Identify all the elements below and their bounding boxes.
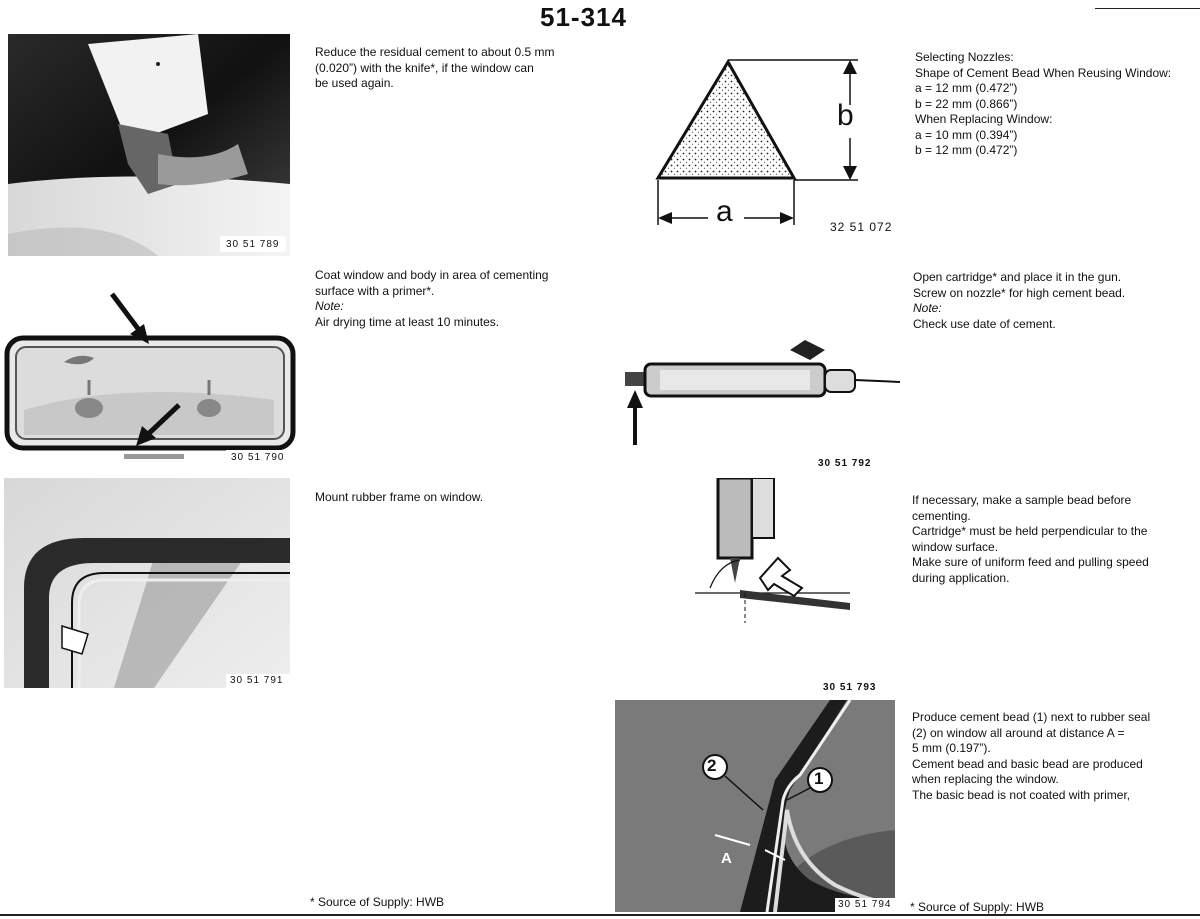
callout-1: 1 xyxy=(814,769,824,788)
dimension-label-b: b xyxy=(837,99,854,132)
text-line: be used again. xyxy=(315,76,394,90)
note-label: Note: xyxy=(913,301,942,315)
diagram-sample-bead xyxy=(690,476,860,623)
text-line: window surface. xyxy=(912,539,999,554)
text-line: (0.020”) with the knife*, if the window … xyxy=(315,60,534,75)
figure-number: 32 51 072 xyxy=(830,220,893,234)
text-line: surface with a primer*. xyxy=(315,283,435,298)
text-line: When Replacing Window: xyxy=(915,112,1053,126)
text-line: cementing. xyxy=(912,508,971,523)
instruction-text-s5: Mount rubber frame on window. xyxy=(315,490,605,506)
photo-knife-residual-cement: 30 51 789 xyxy=(8,34,290,256)
text-line: Produce cement bead (1) next to rubber s… xyxy=(912,710,1151,724)
text-line: Open cartridge* and place it in the gun. xyxy=(913,270,1122,284)
figure-number: 30 51 789 xyxy=(224,239,282,250)
figure-number: 30 51 790 xyxy=(229,452,287,463)
text-line: a = 12 mm (0.472”) xyxy=(915,81,1018,95)
text-line: Mount rubber frame on window. xyxy=(315,490,484,504)
instruction-text-s1: Reduce the residual cement to about 0.5 … xyxy=(315,45,605,92)
callout-2: 2 xyxy=(707,756,717,775)
dimension-label-a: a xyxy=(716,195,733,228)
text-line: If necessary, make a sample bead before xyxy=(912,493,1132,507)
text-line: The basic bead is not coated with primer… xyxy=(912,787,1131,802)
photo-rubber-frame: 30 51 791 xyxy=(4,478,290,688)
figure-number: 30 51 791 xyxy=(228,675,286,686)
text-line: b = 22 mm (0.866”) xyxy=(915,96,1018,111)
text-line: when replacing the window. xyxy=(912,772,1059,786)
text-line: (2) on window all around at distance A = xyxy=(912,725,1125,740)
photo-cement-bead-distance: 2 1 A 30 51 794 xyxy=(615,700,895,912)
figure-number: 30 51 792 xyxy=(818,458,872,469)
text-line: Shape of Cement Bead When Reusing Window… xyxy=(915,65,1172,80)
figure-number: 30 51 793 xyxy=(823,682,877,693)
footnote-right: * Source of Supply: HWB xyxy=(910,900,1045,914)
text-line: Cement bead and basic bead are produced xyxy=(912,756,1143,771)
note-text: Air drying time at least 10 minutes. xyxy=(315,314,500,329)
instruction-text-s2: Selecting Nozzles: Shape of Cement Bead … xyxy=(915,50,1200,159)
text-line: a = 10 mm (0.394”) xyxy=(915,127,1018,142)
diagram-cement-bead: b a xyxy=(640,50,890,235)
photo-window-primer: 30 51 790 xyxy=(4,290,296,465)
header-rule xyxy=(1095,8,1200,9)
text-line: Screw on nozzle* for high cement bead. xyxy=(913,285,1126,300)
footnote-left: * Source of Supply: HWB xyxy=(310,895,445,909)
page-title: 51-314 xyxy=(540,2,627,32)
photo-cartridge-gun xyxy=(615,330,905,450)
text-line: Coat window and body in area of cementin… xyxy=(315,268,549,282)
instruction-text-s6: If necessary, make a sample bead before … xyxy=(912,493,1200,586)
footer-rule xyxy=(0,914,1200,916)
note-label: Note: xyxy=(315,299,344,313)
text-line: 5 mm (0.197”). xyxy=(912,741,991,755)
text-line: Selecting Nozzles: xyxy=(915,50,1014,64)
text-line: during application. xyxy=(912,570,1010,585)
text-line: b = 12 mm (0.472”) xyxy=(915,143,1018,157)
instruction-text-s3: Coat window and body in area of cementin… xyxy=(315,268,605,330)
callout-A: A xyxy=(721,850,732,867)
instruction-text-s4: Open cartridge* and place it in the gun.… xyxy=(913,270,1200,332)
figure-number: 30 51 794 xyxy=(836,899,894,910)
text-line: Cartridge* must be held perpendicular to… xyxy=(912,524,1148,538)
text-line: Make sure of uniform feed and pulling sp… xyxy=(912,555,1149,569)
instruction-text-s7: Produce cement bead (1) next to rubber s… xyxy=(912,710,1200,803)
note-text: Check use date of cement. xyxy=(913,316,1056,331)
text-line: Reduce the residual cement to about 0.5 … xyxy=(315,45,555,59)
